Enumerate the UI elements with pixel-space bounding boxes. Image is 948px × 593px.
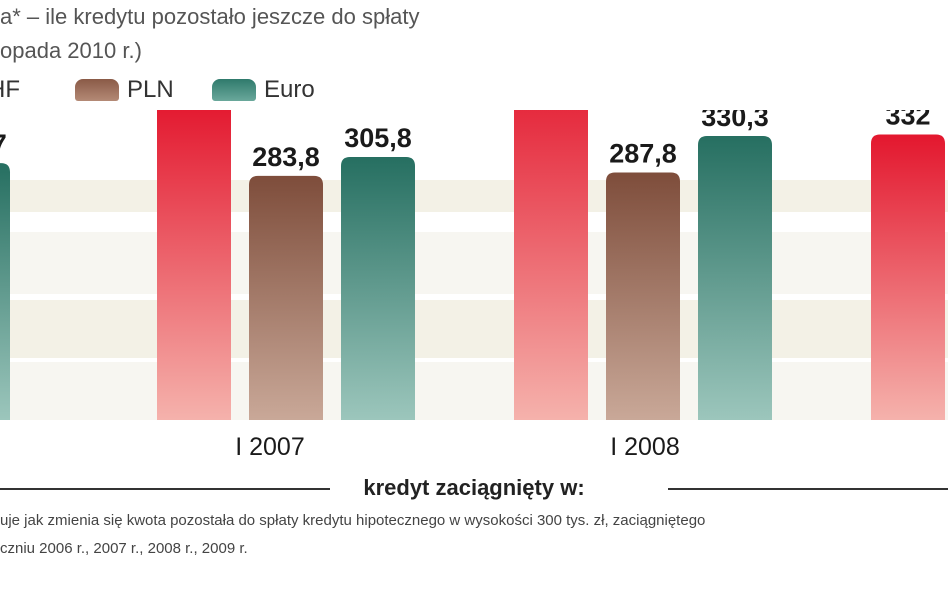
grid-band (0, 232, 948, 294)
bar-hf-1 (157, 110, 231, 420)
footer-line-left (0, 488, 330, 490)
bar-hf-3 (871, 134, 945, 421)
legend-swatch-pln (75, 79, 119, 101)
x-axis-label: kredyt zaciągnięty w: (349, 475, 599, 500)
x-tick-label: I 2008 (610, 433, 680, 461)
legend-label-hf: HF (0, 76, 20, 103)
bar-value-label: 332 (885, 110, 930, 130)
footnote-line-2: czniu 2006 r., 2007 r., 2008 r., 2009 r. (0, 540, 248, 557)
bar-pln-2 (606, 172, 680, 420)
footnote-line-1: uje jak zmienia się kwota pozostała do s… (0, 512, 706, 529)
legend-item-euro: Euro (212, 76, 315, 104)
bar-euro-0 (0, 163, 10, 420)
grid-band (0, 180, 948, 212)
chart-subtitle: opada 2010 r.) (0, 38, 142, 63)
footer-line-right (668, 488, 948, 490)
bar-value-label: 287,8 (609, 138, 677, 168)
x-tick-label: I 2007 (235, 433, 305, 461)
grid-band (0, 300, 948, 358)
x-tick-labels: I 2007 I 2008 (235, 433, 680, 461)
bar-value-label: 283,8 (252, 142, 320, 172)
bar-euro-1 (341, 157, 415, 420)
legend-item-pln: PLN (75, 76, 174, 104)
bar-value-label: 298,7 (0, 129, 7, 159)
grid-band (0, 362, 948, 420)
bar-euro-2 (698, 135, 772, 420)
legend-label-pln: PLN (127, 76, 174, 103)
bar-value-label: 330,3 (701, 110, 769, 132)
legend-label-euro: Euro (264, 76, 315, 103)
bars (0, 110, 945, 421)
bar-pln-1 (249, 175, 323, 420)
chart-title: a* – ile kredytu pozostało jeszcze do sp… (0, 4, 420, 29)
legend-swatch-euro (212, 79, 256, 101)
grid-bands (0, 180, 948, 420)
bar-value-label: 305,8 (344, 123, 412, 153)
x-axis-caption: kredyt zaciągnięty w: (0, 475, 948, 501)
bar-hf-2 (514, 110, 588, 420)
legend-item-hf: HF (0, 76, 20, 104)
